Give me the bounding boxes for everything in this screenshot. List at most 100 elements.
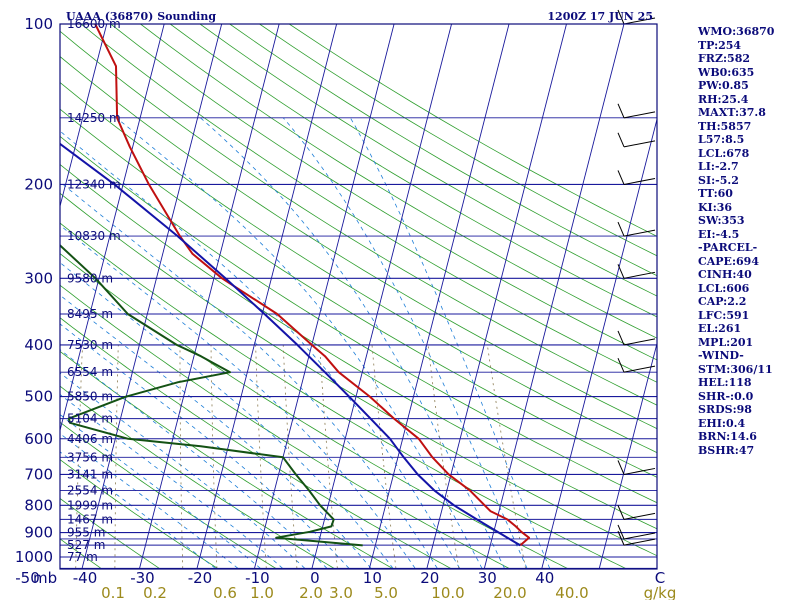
index-item: SHR-:0.0 (698, 389, 754, 403)
mixing-ratio-line (282, 344, 298, 569)
index-item: CAP:2.2 (698, 295, 747, 308)
index-item: TT:60 (698, 187, 733, 200)
index-item: LCL:678 (698, 146, 750, 160)
index-item: KI:36 (698, 200, 733, 214)
index-item: LFC:591 (698, 308, 750, 322)
isotherm-line (426, 24, 567, 569)
dry-adiabat-line (60, 135, 657, 504)
index-item: WB0:635 (698, 65, 755, 79)
height-label: 9580 m (67, 271, 113, 285)
mixing-ratio-lines (75, 344, 526, 569)
mixing-ratio-line (319, 344, 338, 569)
index-item: LI:-2.7 (698, 160, 739, 173)
height-label: 955 m (67, 526, 105, 540)
dry-adiabat-line (169, 24, 657, 318)
index-item: CAPE:694 (698, 254, 759, 268)
wind-barb (617, 9, 656, 25)
temperature-tick-label: -30 (130, 569, 155, 587)
index-item: L57:8.5 (698, 133, 745, 146)
height-label: 77 m (67, 550, 98, 564)
isotherm-line (81, 24, 223, 569)
index-item: TP:254 (698, 38, 742, 52)
mixing-ratio-line (486, 344, 526, 569)
dry-adiabat-line (110, 24, 657, 361)
mixing-ratio-label: 0.1 (101, 584, 125, 600)
index-item: STM:306/11 (698, 362, 773, 376)
mixing-ratio-line (371, 344, 397, 569)
index-item: RH:25.4 (698, 92, 749, 106)
index-item: TH:5857 (698, 119, 752, 133)
pressure-tick-label: 800 (24, 496, 53, 514)
index-item: -PARCEL- (698, 241, 758, 254)
mixing-ratio-label: 1.0 (250, 584, 274, 600)
dry-adiabat-line (60, 163, 657, 530)
mixing-ratio-label: 2.0 (299, 584, 323, 600)
height-label: 5104 m (67, 412, 113, 426)
wind-barb (617, 264, 656, 279)
dry-adiabat-line (60, 497, 160, 569)
index-item: FRZ:582 (698, 52, 751, 65)
indices-panel: WMO:36870 TP:254 FRZ:582 WB0:635 PW:0.85 RH:2… (698, 25, 774, 457)
temperature-tick-label: -10 (245, 569, 270, 587)
height-label: 6554 m (67, 365, 113, 379)
dry-adiabat-line (60, 81, 657, 454)
pressure-tick-label: 700 (24, 465, 53, 483)
mixing-ratio-label: 3.0 (329, 584, 353, 600)
height-label: 2554 m (67, 483, 113, 497)
wind-barb (617, 357, 656, 373)
mixing-ratio-line (210, 344, 218, 569)
sounding-time: 1200Z 17 JUN 25 (547, 10, 653, 23)
height-label: 16600 m (67, 17, 121, 31)
pressure-tick-label: 600 (24, 430, 53, 448)
dry-adiabat-line (259, 24, 657, 257)
pressure-unit-label: mb (33, 569, 57, 587)
index-item: -WIND- (698, 349, 744, 362)
index-item: HEL:118 (698, 376, 752, 389)
isotherm-line (60, 24, 165, 433)
temperature-tick-label: -50 (15, 569, 40, 587)
index-item: MPL:201 (698, 335, 754, 349)
wind-barbs (617, 9, 656, 546)
dry-adiabat-line (60, 350, 393, 569)
isotherm-line (0, 24, 49, 568)
mixing-ratio-label: 10.0 (431, 584, 464, 600)
pressure-tick-label: 300 (24, 269, 53, 287)
mixing-ratio-label: 40.0 (555, 584, 588, 600)
mixing-ratio-line (255, 344, 267, 569)
wind-barb (617, 132, 656, 148)
wind-barb (617, 460, 656, 475)
dry-adiabat-line (60, 317, 451, 569)
dry-adiabat-line (199, 24, 657, 297)
moist-adiabat-line (60, 262, 394, 569)
wind-barb (617, 530, 656, 546)
pressure-tick-label: 200 (24, 175, 53, 193)
wind-barb (617, 221, 656, 237)
wind-barb (617, 103, 656, 119)
height-label: 4406 m (67, 432, 113, 446)
dry-adiabat-line (80, 24, 657, 383)
plot-frame (59, 23, 658, 570)
dry-adiabat-line (60, 459, 218, 569)
dry-adiabat-line (140, 24, 657, 339)
dry-adiabat-line (60, 385, 335, 569)
isotherms (0, 24, 657, 569)
height-label: 3141 m (67, 467, 113, 481)
isotherm-line (60, 24, 108, 209)
temperature-tick-label: -20 (188, 569, 213, 587)
mixing-ratio-label: 0.6 (213, 584, 237, 600)
wind-barb (617, 330, 656, 346)
temperature-tick-label: 10 (363, 569, 382, 587)
dry-adiabat-line (60, 192, 657, 557)
mixing-ratio-label: 20.0 (493, 584, 526, 600)
mixing-ratio-label: 5.0 (374, 584, 398, 600)
isotherm-line (254, 24, 395, 569)
pressure-tick-label: 500 (24, 388, 53, 406)
height-label: 5850 m (67, 390, 113, 404)
index-item: SW:353 (698, 214, 745, 227)
temperature-tick-label: 0 (310, 569, 320, 587)
height-label: 10830 m (67, 229, 121, 243)
isotherm-line (369, 24, 510, 569)
temperature-unit-label: C (655, 569, 665, 587)
wind-barb (617, 524, 656, 540)
